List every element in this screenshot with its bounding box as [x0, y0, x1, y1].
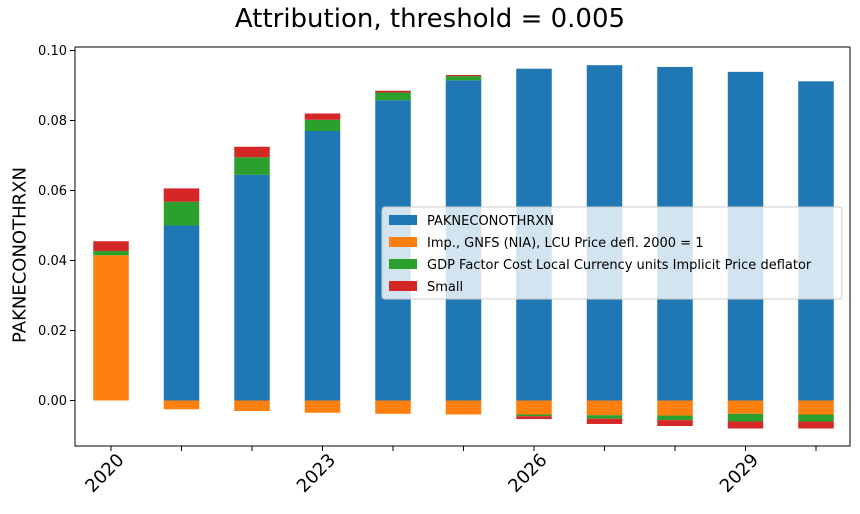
bar-2026-series-2 [516, 414, 552, 417]
bar-2021-series-0 [163, 225, 200, 401]
y-tick-label: 0.04 [38, 254, 67, 269]
bar-2024-series-3 [375, 90, 411, 93]
bar-2025-series-1 [445, 400, 482, 415]
y-tick-label: 0.02 [38, 324, 67, 339]
legend-box [381, 206, 843, 300]
bar-2026-series-3 [516, 416, 552, 420]
bar-2027-series-2 [586, 415, 623, 419]
bar-2021-series-1 [163, 400, 200, 410]
bar-2026-series-1 [516, 400, 552, 415]
x-axis: 2020 2023 2026 2029 [81, 446, 817, 497]
plot-frame [74, 46, 851, 447]
bar-2023-series-2 [304, 119, 341, 131]
bar-2021-series-2 [163, 201, 200, 226]
bar-2028-series-1 [657, 400, 693, 416]
legend-swatch [389, 215, 417, 225]
legend-label: Small [427, 280, 463, 295]
y-tick-label: 0.08 [38, 114, 67, 129]
y-tick-label: 0.10 [38, 44, 67, 59]
bar-2020-series-2 [93, 251, 129, 256]
legend: PAKNECONOTHRXN Imp., GNFS (NIA), LCU Pric… [381, 206, 843, 300]
bar-2028-series-2 [657, 415, 693, 421]
bar-2021-series-3 [163, 188, 200, 202]
bar-2020-series-1 [93, 255, 129, 401]
bar-2027-series-3 [586, 418, 623, 424]
legend-label: PAKNECONOTHRXN [427, 214, 554, 229]
bar-2025-series-2 [445, 76, 482, 81]
bar-2024-series-1 [375, 400, 411, 414]
bar-2023-series-1 [304, 400, 341, 413]
legend-label: GDP Factor Cost Local Currency units Imp… [427, 258, 812, 273]
bar-2022-series-0 [234, 174, 270, 401]
legend-swatch [389, 259, 417, 269]
bar-2022-series-3 [234, 146, 270, 158]
bar-2020-series-3 [93, 241, 129, 252]
legend-swatch [389, 281, 417, 291]
bar-2027-series-1 [586, 400, 623, 416]
bar-2025-series-3 [445, 75, 482, 77]
bar-2029-series-2 [727, 413, 764, 422]
y-tick-label: 0.06 [38, 184, 67, 199]
x-tick-label: 2020 [81, 450, 128, 497]
bar-2030-series-2 [798, 414, 834, 422]
legend-swatch [389, 237, 417, 247]
bar-2023-series-0 [304, 131, 341, 401]
bar-2022-series-1 [234, 400, 270, 411]
x-tick-label: 2026 [504, 450, 551, 497]
bar-2029-series-3 [727, 421, 764, 429]
legend-label: Imp., GNFS (NIA), LCU Price defl. 2000 =… [427, 236, 703, 251]
bar-2023-series-3 [304, 113, 341, 120]
y-axis: 0.00 0.02 0.04 0.06 0.08 0.10 [38, 44, 75, 409]
y-tick-label: 0.00 [38, 394, 67, 409]
bar-2028-series-3 [657, 420, 693, 427]
bar-2030-series-3 [798, 421, 834, 429]
bar-2024-series-2 [375, 92, 411, 101]
x-tick-label: 2029 [716, 450, 763, 497]
bar-2029-series-1 [727, 400, 764, 414]
bar-2022-series-2 [234, 157, 270, 175]
chart-title: Attribution, threshold = 0.005 [234, 4, 626, 34]
bar-2030-series-1 [798, 400, 834, 415]
x-tick-label: 2023 [293, 450, 340, 497]
